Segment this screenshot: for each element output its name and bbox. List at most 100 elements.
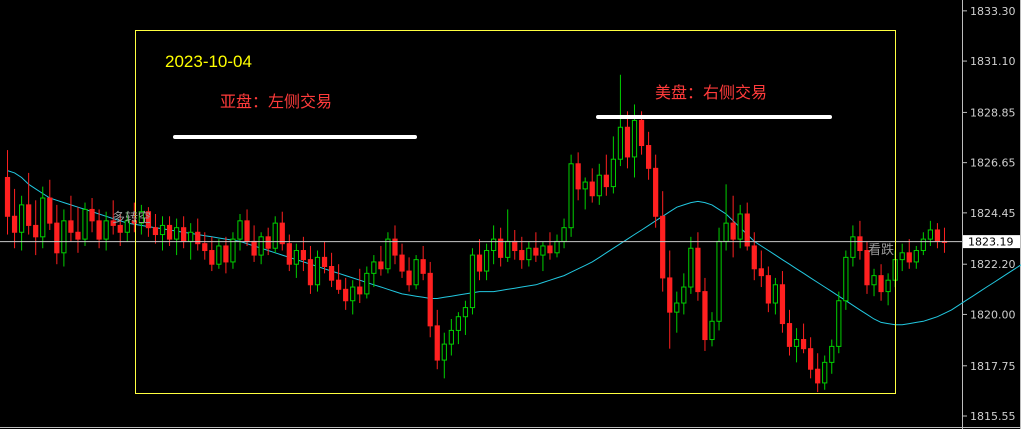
candle-body [695, 247, 701, 293]
candle-body [653, 167, 659, 217]
candle-body [455, 316, 462, 331]
price-axis-label: 1820.00 [970, 308, 1016, 321]
candle [765, 266, 771, 313]
candle-body [779, 284, 786, 325]
candle [843, 250, 849, 310]
candle-body [505, 240, 511, 258]
candle [815, 353, 821, 393]
candle [744, 202, 750, 251]
candle-body [744, 213, 750, 247]
candle-body [871, 275, 877, 286]
candle [681, 273, 687, 315]
candle-body [758, 268, 764, 277]
candle [279, 211, 285, 251]
candle-body [434, 325, 440, 361]
candle [47, 179, 53, 230]
candle-body [11, 215, 18, 233]
candle [779, 271, 786, 333]
candle-body [33, 224, 39, 238]
candle [927, 220, 934, 246]
candle [159, 216, 166, 251]
candle-body [934, 229, 941, 242]
candle [251, 225, 257, 262]
price-axis-label: 1822.20 [970, 258, 1016, 271]
candle-body [216, 245, 222, 265]
candle [173, 218, 180, 256]
candle-body [181, 227, 187, 242]
candle [617, 74, 624, 167]
candle [934, 223, 941, 249]
candle-body [96, 220, 102, 240]
candle [462, 300, 469, 335]
candle [357, 268, 363, 304]
candle [864, 241, 870, 294]
candle [878, 264, 884, 301]
candle-body [75, 231, 81, 240]
candle-body [737, 213, 743, 240]
candle [11, 188, 18, 249]
candle-body [822, 361, 828, 384]
candle [871, 268, 877, 297]
candle-body [476, 254, 483, 272]
candle [913, 245, 919, 269]
candle-body [483, 250, 490, 272]
candle-body [498, 238, 504, 258]
candle-body [829, 345, 835, 363]
candle [427, 261, 433, 338]
candle-body [286, 243, 292, 265]
candle [350, 280, 356, 315]
candle-body [413, 259, 419, 286]
candle [688, 236, 694, 294]
candle-body [674, 302, 680, 313]
session-box [135, 30, 896, 394]
candle-body [547, 245, 553, 254]
candle-body [603, 174, 609, 188]
candle [709, 312, 715, 347]
candle-body [159, 224, 166, 236]
candle-body [265, 236, 271, 249]
candle-body [110, 220, 116, 226]
candle-body [730, 222, 736, 240]
price-axis: 1833.30 1831.10 1828.85 1826.65 1824.45 1822.… [963, 5, 1016, 423]
candle [195, 218, 201, 251]
candle-body [575, 163, 581, 190]
candle [758, 250, 764, 288]
candle [822, 355, 828, 390]
price-axis-label: 1826.65 [970, 157, 1016, 170]
candle-body [660, 215, 666, 279]
candle [117, 214, 123, 246]
candle-body [300, 250, 307, 261]
candle-body [617, 126, 624, 160]
candle-body [293, 250, 299, 265]
candle [209, 236, 215, 272]
candle [237, 214, 243, 251]
candle-body [554, 240, 560, 254]
candle [476, 239, 483, 281]
candle-body [209, 250, 215, 265]
candle-body [237, 220, 243, 240]
candle [737, 204, 743, 249]
candle [857, 220, 863, 260]
candle-body [406, 270, 412, 286]
candle [829, 339, 835, 374]
candle [138, 204, 144, 235]
candle-body [702, 291, 708, 341]
candle [152, 214, 159, 244]
candle-body [61, 220, 67, 254]
candle-body [328, 266, 335, 281]
candle-body [40, 197, 46, 238]
candle-body [800, 339, 807, 350]
candle [420, 245, 426, 281]
candle-body [117, 224, 123, 233]
candle-body [18, 204, 25, 233]
candle [526, 241, 532, 267]
candle [110, 200, 116, 235]
candle-body [596, 174, 602, 197]
candle [75, 207, 81, 253]
candle-body [490, 238, 497, 252]
candle-body [188, 231, 194, 242]
candle [512, 229, 518, 260]
candle-body [385, 238, 391, 270]
candle-body [913, 250, 919, 263]
